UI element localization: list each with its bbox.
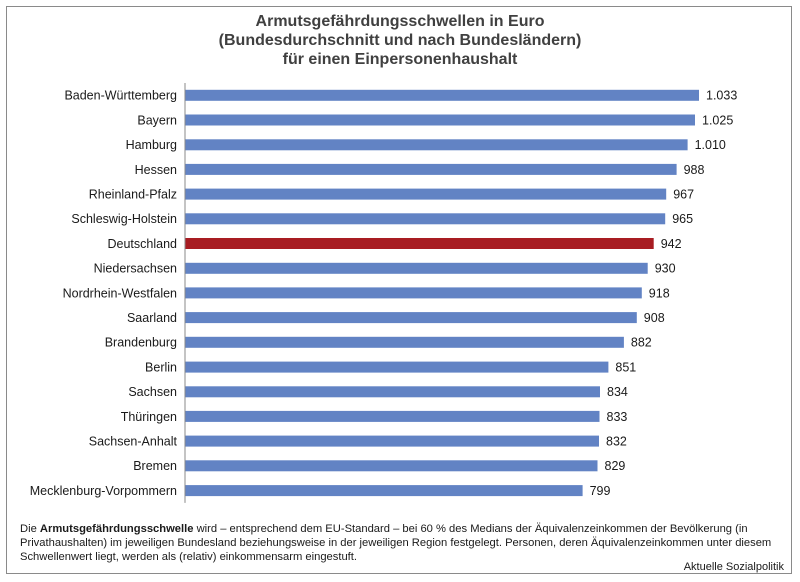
- value-label-5: 965: [672, 212, 693, 226]
- bar-15: [185, 460, 598, 472]
- value-label-15: 829: [605, 459, 626, 473]
- category-label-1: Bayern: [137, 113, 177, 127]
- value-label-4: 967: [673, 187, 694, 201]
- category-label-3: Hessen: [135, 163, 177, 177]
- value-label-6: 942: [661, 237, 682, 251]
- value-label-16: 799: [590, 484, 611, 498]
- category-label-9: Saarland: [127, 311, 177, 325]
- value-label-10: 882: [631, 336, 652, 350]
- category-label-16: Mecklenburg-Vorpommern: [30, 484, 177, 498]
- category-label-15: Bremen: [133, 459, 177, 473]
- chart-title-line-2: (Bundesdurchschnitt und nach Bundeslände…: [218, 32, 582, 49]
- bar-14: [185, 435, 599, 447]
- bar-0: [185, 89, 699, 101]
- category-label-14: Sachsen-Anhalt: [89, 434, 178, 448]
- category-label-7: Niedersachsen: [94, 262, 177, 276]
- value-label-8: 918: [649, 286, 670, 300]
- bar-8: [185, 287, 642, 299]
- bar-16: [185, 485, 583, 497]
- bar-chart: Baden-Württemberg 1.033 Bayern 1.025 Hamburg…: [30, 83, 737, 503]
- chart-title-line-3: für einen Einpersonenhaushalt: [282, 51, 518, 68]
- value-label-13: 833: [607, 410, 628, 424]
- footnote-prefix: Die: [20, 523, 40, 535]
- chart-title: Armutsgefährdungsschwellen in Euro (Bund…: [0, 12, 800, 69]
- category-label-12: Sachsen: [128, 385, 177, 399]
- bar-4: [185, 188, 667, 200]
- value-label-12: 834: [607, 385, 628, 399]
- bar-12: [185, 386, 600, 398]
- bar-10: [185, 336, 624, 348]
- value-label-7: 930: [655, 262, 676, 276]
- bar-6: [185, 238, 654, 249]
- footnote-text: wird – entsprechend dem EU-Standard – be…: [20, 523, 772, 563]
- category-label-10: Brandenburg: [105, 336, 177, 350]
- value-label-0: 1.033: [706, 89, 737, 103]
- bar-5: [185, 213, 666, 225]
- value-label-1: 1.025: [702, 113, 733, 127]
- footnote-term: Armutsgefährdungsschwelle: [39, 523, 194, 535]
- bar-9: [185, 312, 637, 324]
- footnote: Die Armutsgefährdungsschwelle wird – ent…: [20, 522, 780, 564]
- value-label-3: 988: [684, 163, 705, 177]
- bar-11: [185, 361, 609, 373]
- category-label-6: Deutschland: [108, 237, 178, 251]
- bar-2: [185, 139, 688, 151]
- chart-frame: [6, 6, 792, 574]
- value-label-2: 1.010: [695, 138, 726, 152]
- category-label-4: Rheinland-Pfalz: [89, 187, 177, 201]
- category-label-0: Baden-Württemberg: [64, 89, 177, 103]
- bar-7: [185, 262, 648, 274]
- value-label-9: 908: [644, 311, 665, 325]
- category-label-11: Berlin: [145, 360, 177, 374]
- chart-title-line-1: Armutsgefährdungsschwellen in Euro: [255, 13, 545, 30]
- bar-1: [185, 114, 695, 126]
- bar-13: [185, 410, 600, 422]
- value-label-14: 832: [606, 434, 627, 448]
- source-label: Aktuelle Sozialpolitik: [683, 561, 784, 573]
- category-label-2: Hamburg: [126, 138, 177, 152]
- category-label-5: Schleswig-Holstein: [71, 212, 177, 226]
- category-label-8: Nordrhein-Westfalen: [63, 286, 177, 300]
- bar-3: [185, 163, 677, 175]
- category-label-13: Thüringen: [121, 410, 177, 424]
- value-label-11: 851: [615, 360, 636, 374]
